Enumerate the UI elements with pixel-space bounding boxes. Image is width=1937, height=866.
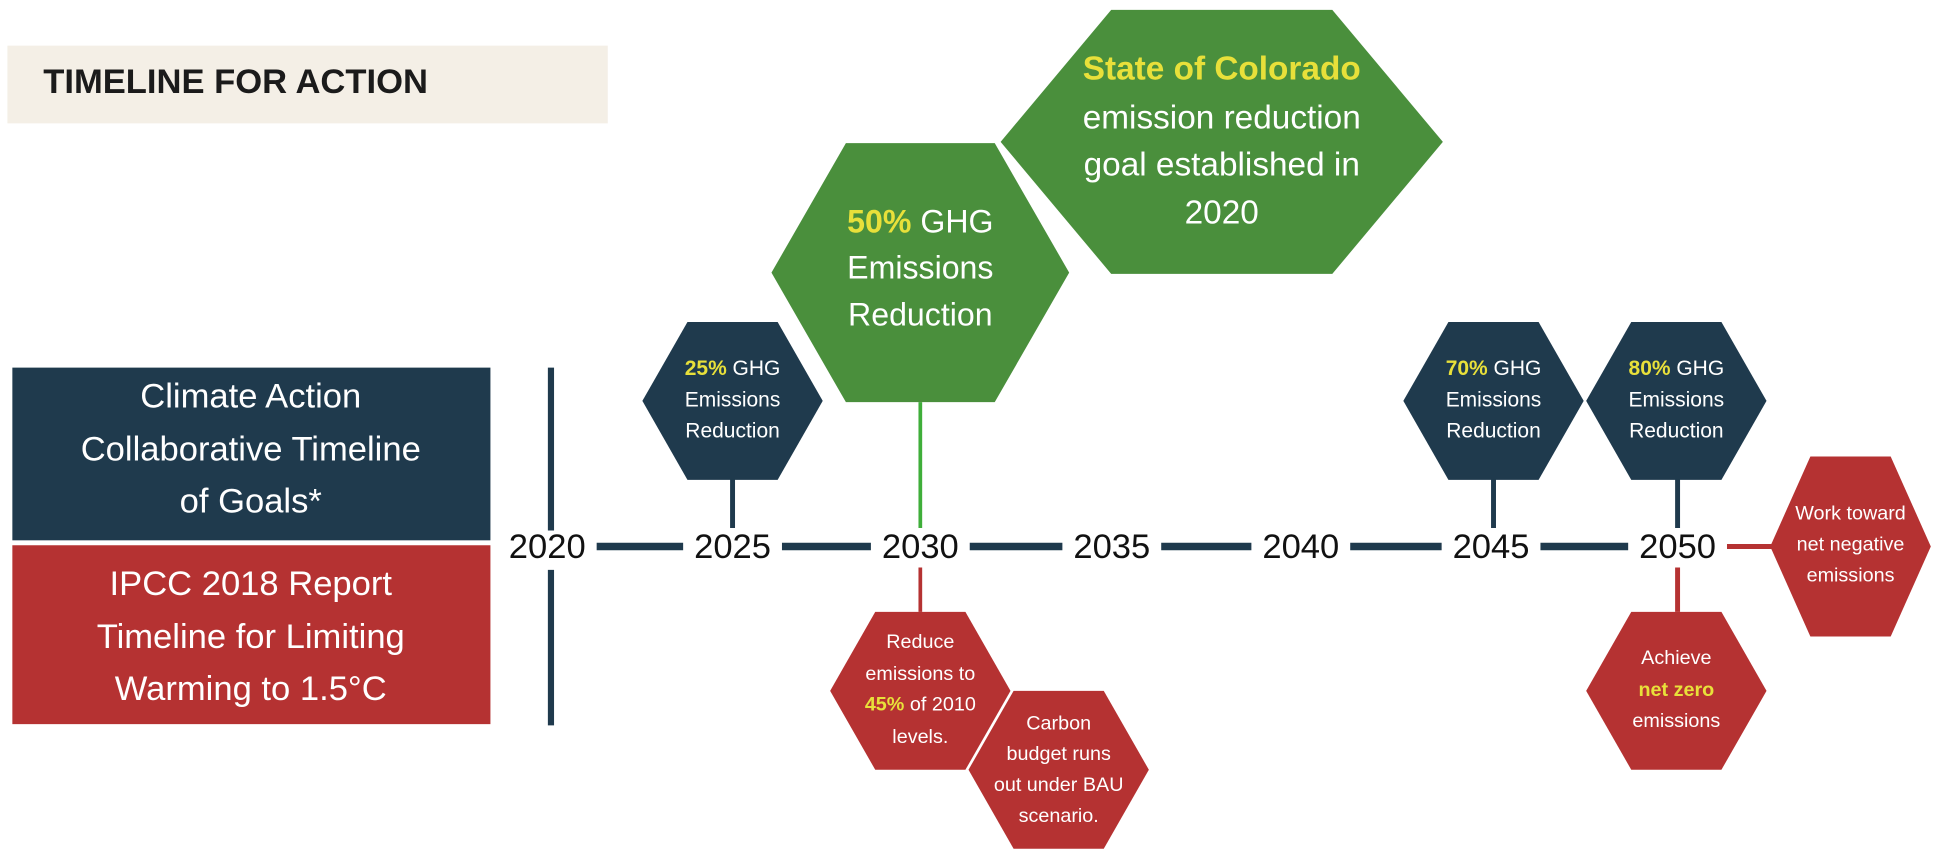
hexagon-text: 2020 (1185, 194, 1259, 231)
hexagon (642, 321, 823, 480)
hexagon-text: emission reduction (1083, 99, 1361, 136)
hexagon-text: levels. (892, 726, 948, 748)
hexagon-text: budget runs (1006, 743, 1111, 765)
hexagon (1403, 321, 1584, 480)
hexagon-text: Emissions (685, 388, 781, 411)
hexagon (1586, 321, 1767, 480)
hexagon-text: Emissions (1629, 388, 1725, 411)
legend-text: Collaborative Timeline (81, 431, 421, 469)
hexagon-text-part: GHG (911, 204, 993, 240)
legend-text: IPCC 2018 Report (110, 565, 393, 603)
title: TIMELINE FOR ACTION (43, 63, 428, 101)
year-label: 2040 (1262, 528, 1339, 566)
hexagon-text-part: 50% (847, 204, 911, 240)
hexagon (1000, 9, 1443, 274)
legend-text: Climate Action (140, 378, 361, 416)
hexagon-text: Reduction (1629, 419, 1723, 442)
legend-box (12, 367, 491, 541)
hexagon (771, 143, 1070, 403)
hexagon-text: 25% GHG (685, 356, 781, 379)
legend-text: Timeline for Limiting (97, 618, 405, 656)
hexagon-text: Reduction (848, 297, 993, 333)
year-label: 2020 (509, 528, 586, 566)
hexagon (830, 611, 1011, 770)
hexagon-text: 45% of 2010 (865, 694, 976, 716)
hexagon-text: Reduction (685, 419, 779, 442)
year-label: 2050 (1639, 528, 1716, 566)
hexagon-text: Emissions (1446, 388, 1542, 411)
hexagon-text-part: 25% (685, 356, 727, 379)
hexagon (968, 690, 1149, 849)
hexagon-text: Achieve (1641, 647, 1711, 669)
hexagon-text-part: net zero (1638, 679, 1714, 701)
hexagon-text-part: 70% (1446, 356, 1488, 379)
hexagon-text: 70% GHG (1446, 356, 1542, 379)
hexagon-text-part: GHG (727, 356, 781, 379)
hexagon-text-part: 45% (865, 694, 905, 716)
hexagon (1586, 611, 1767, 770)
legend-text: of Goals* (180, 482, 322, 520)
hexagon-text-part: GHG (1671, 356, 1725, 379)
hexagon-text: emissions to (865, 663, 975, 685)
hexagon-text-part: State of Colorado (1083, 50, 1361, 87)
hexagon-text: Reduction (1446, 419, 1540, 442)
hexagon-text: Emissions (847, 250, 993, 286)
hexagon-text-part: GHG (1488, 356, 1542, 379)
hexagon-text: Carbon (1026, 712, 1091, 734)
hexagon-text: goal established in (1084, 146, 1360, 183)
hexagon-text: net negative (1797, 533, 1905, 555)
hexagon-text: emissions (1632, 710, 1720, 732)
hexagon-text-part: 80% (1629, 356, 1671, 379)
hexagon-text: emissions (1807, 564, 1895, 586)
year-label: 2045 (1453, 528, 1530, 566)
hexagon-text: scenario. (1019, 805, 1099, 827)
hexagon (1770, 456, 1931, 637)
title-box (7, 45, 608, 124)
year-label: 2035 (1073, 528, 1150, 566)
hexagon-text: Work toward (1795, 503, 1906, 525)
year-label: 2025 (694, 528, 771, 566)
legend-text: Warming to 1.5°C (115, 670, 387, 708)
legend-box (12, 545, 491, 725)
hexagon-text: out under BAU (994, 774, 1124, 796)
hexagon-text: State of Colorado (1083, 50, 1361, 87)
hexagon-text: 80% GHG (1629, 356, 1725, 379)
hexagon-text: net zero (1638, 679, 1714, 701)
year-label: 2030 (882, 528, 959, 566)
hexagon-text: Reduce (886, 631, 954, 653)
hexagon-text: 50% GHG (847, 204, 993, 240)
hexagon-text-part: of 2010 (904, 694, 975, 716)
